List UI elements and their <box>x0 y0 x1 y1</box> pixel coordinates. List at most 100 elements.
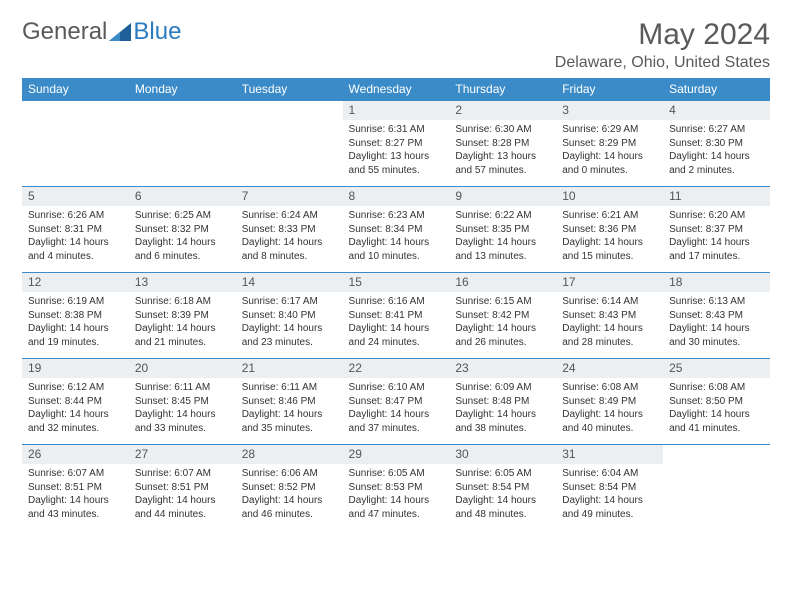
day-body: Sunrise: 6:12 AMSunset: 8:44 PMDaylight:… <box>22 378 129 439</box>
day-number: 16 <box>449 273 556 292</box>
calendar-cell: 17Sunrise: 6:14 AMSunset: 8:43 PMDayligh… <box>556 273 663 359</box>
title-block: May 2024 Delaware, Ohio, United States <box>555 18 770 72</box>
day-number: 25 <box>663 359 770 378</box>
day-body: Sunrise: 6:20 AMSunset: 8:37 PMDaylight:… <box>663 206 770 267</box>
day-number: 19 <box>22 359 129 378</box>
calendar-cell <box>663 445 770 531</box>
calendar-cell: 25Sunrise: 6:08 AMSunset: 8:50 PMDayligh… <box>663 359 770 445</box>
day-body: Sunrise: 6:11 AMSunset: 8:45 PMDaylight:… <box>129 378 236 439</box>
calendar-row: 12Sunrise: 6:19 AMSunset: 8:38 PMDayligh… <box>22 273 770 359</box>
calendar-cell <box>129 101 236 187</box>
day-number: 6 <box>129 187 236 206</box>
calendar-row: 26Sunrise: 6:07 AMSunset: 8:51 PMDayligh… <box>22 445 770 531</box>
weekday-header: Wednesday <box>343 78 450 101</box>
day-body: Sunrise: 6:05 AMSunset: 8:53 PMDaylight:… <box>343 464 450 525</box>
day-body: Sunrise: 6:10 AMSunset: 8:47 PMDaylight:… <box>343 378 450 439</box>
calendar-head: SundayMondayTuesdayWednesdayThursdayFrid… <box>22 78 770 101</box>
calendar-cell: 31Sunrise: 6:04 AMSunset: 8:54 PMDayligh… <box>556 445 663 531</box>
day-number: 20 <box>129 359 236 378</box>
day-number: 15 <box>343 273 450 292</box>
day-number: 18 <box>663 273 770 292</box>
day-number: 14 <box>236 273 343 292</box>
day-number: 22 <box>343 359 450 378</box>
calendar-cell: 7Sunrise: 6:24 AMSunset: 8:33 PMDaylight… <box>236 187 343 273</box>
calendar-cell: 9Sunrise: 6:22 AMSunset: 8:35 PMDaylight… <box>449 187 556 273</box>
day-number: 24 <box>556 359 663 378</box>
calendar-cell: 27Sunrise: 6:07 AMSunset: 8:51 PMDayligh… <box>129 445 236 531</box>
day-number: 5 <box>22 187 129 206</box>
location: Delaware, Ohio, United States <box>555 54 770 72</box>
calendar-table: SundayMondayTuesdayWednesdayThursdayFrid… <box>22 78 770 531</box>
day-number: 12 <box>22 273 129 292</box>
day-number: 28 <box>236 445 343 464</box>
day-body: Sunrise: 6:14 AMSunset: 8:43 PMDaylight:… <box>556 292 663 353</box>
logo-text-blue: Blue <box>133 18 181 46</box>
day-body: Sunrise: 6:07 AMSunset: 8:51 PMDaylight:… <box>129 464 236 525</box>
day-body: Sunrise: 6:24 AMSunset: 8:33 PMDaylight:… <box>236 206 343 267</box>
calendar-body: 1Sunrise: 6:31 AMSunset: 8:27 PMDaylight… <box>22 101 770 531</box>
header: General Blue May 2024 Delaware, Ohio, Un… <box>22 18 770 72</box>
calendar-cell: 2Sunrise: 6:30 AMSunset: 8:28 PMDaylight… <box>449 101 556 187</box>
calendar-cell: 16Sunrise: 6:15 AMSunset: 8:42 PMDayligh… <box>449 273 556 359</box>
calendar-cell: 8Sunrise: 6:23 AMSunset: 8:34 PMDaylight… <box>343 187 450 273</box>
day-body: Sunrise: 6:11 AMSunset: 8:46 PMDaylight:… <box>236 378 343 439</box>
weekday-header: Saturday <box>663 78 770 101</box>
day-body: Sunrise: 6:27 AMSunset: 8:30 PMDaylight:… <box>663 120 770 181</box>
calendar-cell: 12Sunrise: 6:19 AMSunset: 8:38 PMDayligh… <box>22 273 129 359</box>
calendar-cell: 13Sunrise: 6:18 AMSunset: 8:39 PMDayligh… <box>129 273 236 359</box>
day-body: Sunrise: 6:21 AMSunset: 8:36 PMDaylight:… <box>556 206 663 267</box>
calendar-cell: 3Sunrise: 6:29 AMSunset: 8:29 PMDaylight… <box>556 101 663 187</box>
calendar-cell: 20Sunrise: 6:11 AMSunset: 8:45 PMDayligh… <box>129 359 236 445</box>
day-body: Sunrise: 6:08 AMSunset: 8:49 PMDaylight:… <box>556 378 663 439</box>
month-title: May 2024 <box>555 18 770 52</box>
calendar-cell: 6Sunrise: 6:25 AMSunset: 8:32 PMDaylight… <box>129 187 236 273</box>
calendar-cell: 11Sunrise: 6:20 AMSunset: 8:37 PMDayligh… <box>663 187 770 273</box>
day-body: Sunrise: 6:04 AMSunset: 8:54 PMDaylight:… <box>556 464 663 525</box>
calendar-cell: 29Sunrise: 6:05 AMSunset: 8:53 PMDayligh… <box>343 445 450 531</box>
calendar-cell: 24Sunrise: 6:08 AMSunset: 8:49 PMDayligh… <box>556 359 663 445</box>
day-number: 9 <box>449 187 556 206</box>
day-body: Sunrise: 6:15 AMSunset: 8:42 PMDaylight:… <box>449 292 556 353</box>
calendar-cell: 19Sunrise: 6:12 AMSunset: 8:44 PMDayligh… <box>22 359 129 445</box>
day-body: Sunrise: 6:13 AMSunset: 8:43 PMDaylight:… <box>663 292 770 353</box>
day-number: 17 <box>556 273 663 292</box>
day-body: Sunrise: 6:31 AMSunset: 8:27 PMDaylight:… <box>343 120 450 181</box>
day-body: Sunrise: 6:18 AMSunset: 8:39 PMDaylight:… <box>129 292 236 353</box>
day-number: 29 <box>343 445 450 464</box>
day-number: 27 <box>129 445 236 464</box>
day-number: 3 <box>556 101 663 120</box>
day-body: Sunrise: 6:09 AMSunset: 8:48 PMDaylight:… <box>449 378 556 439</box>
day-body: Sunrise: 6:30 AMSunset: 8:28 PMDaylight:… <box>449 120 556 181</box>
day-number: 10 <box>556 187 663 206</box>
day-number: 7 <box>236 187 343 206</box>
day-body: Sunrise: 6:16 AMSunset: 8:41 PMDaylight:… <box>343 292 450 353</box>
day-number: 11 <box>663 187 770 206</box>
calendar-cell: 28Sunrise: 6:06 AMSunset: 8:52 PMDayligh… <box>236 445 343 531</box>
day-body: Sunrise: 6:08 AMSunset: 8:50 PMDaylight:… <box>663 378 770 439</box>
day-body: Sunrise: 6:25 AMSunset: 8:32 PMDaylight:… <box>129 206 236 267</box>
calendar-cell: 18Sunrise: 6:13 AMSunset: 8:43 PMDayligh… <box>663 273 770 359</box>
day-body: Sunrise: 6:22 AMSunset: 8:35 PMDaylight:… <box>449 206 556 267</box>
weekday-header: Tuesday <box>236 78 343 101</box>
calendar-cell: 5Sunrise: 6:26 AMSunset: 8:31 PMDaylight… <box>22 187 129 273</box>
calendar-cell: 22Sunrise: 6:10 AMSunset: 8:47 PMDayligh… <box>343 359 450 445</box>
day-number: 31 <box>556 445 663 464</box>
day-body: Sunrise: 6:05 AMSunset: 8:54 PMDaylight:… <box>449 464 556 525</box>
calendar-row: 19Sunrise: 6:12 AMSunset: 8:44 PMDayligh… <box>22 359 770 445</box>
calendar-cell: 26Sunrise: 6:07 AMSunset: 8:51 PMDayligh… <box>22 445 129 531</box>
weekday-header: Monday <box>129 78 236 101</box>
day-number: 26 <box>22 445 129 464</box>
logo-triangle-icon <box>109 23 131 41</box>
calendar-cell: 30Sunrise: 6:05 AMSunset: 8:54 PMDayligh… <box>449 445 556 531</box>
day-number: 1 <box>343 101 450 120</box>
day-body: Sunrise: 6:23 AMSunset: 8:34 PMDaylight:… <box>343 206 450 267</box>
weekday-header: Thursday <box>449 78 556 101</box>
calendar-cell: 1Sunrise: 6:31 AMSunset: 8:27 PMDaylight… <box>343 101 450 187</box>
logo-text-general: General <box>22 18 107 46</box>
logo: General Blue <box>22 18 181 46</box>
day-number: 2 <box>449 101 556 120</box>
weekday-header: Friday <box>556 78 663 101</box>
day-number: 8 <box>343 187 450 206</box>
calendar-cell <box>22 101 129 187</box>
day-body: Sunrise: 6:26 AMSunset: 8:31 PMDaylight:… <box>22 206 129 267</box>
